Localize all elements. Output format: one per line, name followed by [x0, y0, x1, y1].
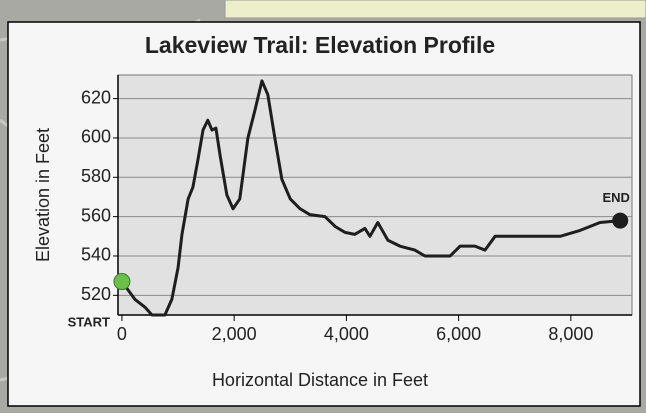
y-tick-label: 540 [81, 245, 111, 265]
y-tick-label: 580 [81, 166, 111, 186]
end-label: END [602, 190, 629, 205]
info-panel [225, 0, 646, 18]
x-tick-label: 6,000 [436, 324, 481, 344]
end-marker [612, 213, 628, 229]
y-tick-label: 620 [81, 87, 111, 107]
chart-title: Lakeview Trail: Elevation Profile [145, 32, 495, 58]
start-label: START [68, 314, 110, 329]
x-tick-label: 2,000 [212, 324, 257, 344]
y-tick-label: 560 [81, 205, 111, 225]
screen: Lakeview Trail: Elevation Profile Horizo… [0, 0, 646, 413]
y-tick-label: 520 [81, 284, 111, 304]
x-tick-label: 8,000 [548, 324, 593, 344]
plot-area [118, 75, 632, 315]
start-marker [114, 274, 130, 290]
x-tick-label: 0 [117, 324, 127, 344]
y-axis-label: Elevation in Feet [33, 128, 53, 262]
x-axis-label: Horizontal Distance in Feet [212, 370, 428, 390]
x-tick-label: 4,000 [324, 324, 369, 344]
y-tick-label: 600 [81, 127, 111, 147]
